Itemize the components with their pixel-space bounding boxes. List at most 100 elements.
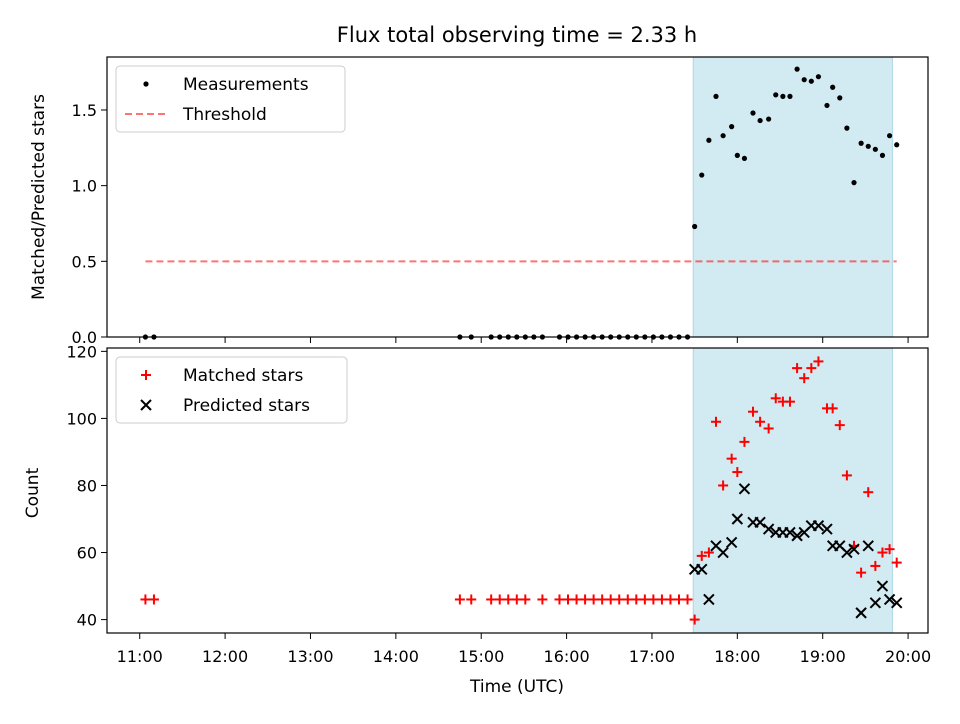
matched-star-point (494, 594, 505, 605)
measurement-point (844, 125, 850, 131)
predicted-star-point (703, 593, 715, 606)
measurement-point (830, 84, 836, 90)
measurement-point (808, 78, 814, 84)
matched-star-point (813, 356, 824, 367)
matched-star-point (732, 467, 743, 478)
measurement-point (886, 133, 893, 139)
measurement-point (872, 146, 878, 152)
matched-star-point (784, 396, 795, 407)
legend-entry-label: Matched stars (183, 366, 303, 386)
matched-star-point (689, 614, 700, 625)
y-tick-label: 80 (77, 476, 97, 495)
matched-star-point (614, 594, 625, 605)
matched-star-point (554, 594, 565, 605)
matched-star-point (763, 423, 774, 434)
measurement-point (794, 66, 800, 72)
predicted-star-point (855, 607, 867, 619)
legend-entry-label: Threshold (182, 105, 267, 125)
matched-star-point (454, 594, 465, 605)
predicted-star-point (738, 483, 751, 495)
predicted-marker-b (725, 536, 738, 549)
predicted-star-point (784, 526, 796, 539)
x-axis-label: Time (UTC) (469, 677, 564, 697)
predicted-marker-b (696, 563, 708, 576)
matched-star-point (806, 363, 817, 374)
legend-entry-label: Measurements (183, 75, 309, 95)
predicted-marker-b (862, 540, 874, 552)
observing-window-span (692, 56, 893, 338)
x-tick-label: 13:00 (287, 647, 333, 666)
matched-star-point (673, 594, 684, 605)
y-tick-label: 100 (66, 409, 97, 428)
predicted-marker-b (703, 593, 715, 606)
matched-star-point (656, 594, 667, 605)
measurement-point (815, 74, 822, 80)
measurement-point (750, 110, 756, 116)
matched-star-point (739, 436, 750, 447)
matched-star-point (834, 420, 845, 431)
y-tick-label: 120 (66, 342, 97, 361)
measurement-point (757, 117, 763, 124)
matched-star-point (792, 363, 803, 374)
predicted-marker-b (876, 580, 889, 592)
matched-star-point (622, 594, 633, 605)
matched-star-point (665, 594, 676, 605)
matched-star-point (856, 567, 867, 578)
predicted-marker-b (848, 543, 860, 555)
matched-star-point (877, 547, 888, 558)
predicted-star-point (754, 516, 766, 529)
predicted-star-point (883, 593, 896, 606)
x-tick-label: 19:00 (800, 647, 846, 666)
measurement-point (894, 142, 900, 148)
chart-title: Flux total observing time = 2.33 h (337, 23, 697, 47)
measurement-point (713, 93, 719, 99)
predicted-marker-b (890, 597, 903, 609)
matched-star-point (140, 594, 151, 605)
x-tick-label: 20:00 (885, 647, 931, 666)
matched-star-point (639, 594, 650, 605)
measurement-point (851, 180, 857, 186)
y-tick-label: 1.5 (72, 101, 97, 120)
x-tick-label: 11:00 (117, 647, 163, 666)
predicted-marker-b (717, 546, 729, 559)
observing-window-span (692, 347, 893, 634)
matched-star-point (841, 470, 852, 481)
predicted-star-point (717, 546, 729, 559)
legend-measurement-swatch (143, 81, 149, 87)
plot-frame (106, 56, 929, 338)
measurement-point (766, 116, 772, 122)
matched-star-point (648, 594, 659, 605)
matched-star-point (696, 550, 707, 561)
predicted-marker-b (738, 483, 751, 495)
matched-star-point (486, 594, 497, 605)
predicted-marker-b (754, 516, 766, 529)
measurement-point (729, 124, 735, 130)
measurement-point (865, 143, 871, 149)
matched-star-point (520, 594, 531, 605)
predicted-marker-b (762, 523, 775, 535)
matched-star-point (863, 487, 874, 498)
matched-star-point (703, 547, 714, 558)
predicted-marker-b (710, 540, 722, 552)
y-tick-label: 40 (77, 611, 97, 630)
predicted-star-point (725, 536, 738, 549)
predicted-marker-b (834, 540, 846, 552)
matched-star-point (571, 594, 582, 605)
y-tick-label: 0.0 (72, 328, 97, 347)
y-tick-label: 1.0 (72, 177, 97, 196)
matched-star-point (718, 480, 729, 491)
measurement-point (741, 155, 748, 162)
measurement-point (773, 92, 779, 98)
predicted-star-point (876, 580, 889, 592)
predicted-star-point (848, 543, 860, 555)
bottom-y-axis-label: Count (23, 467, 43, 518)
measurement-point (699, 172, 705, 178)
predicted-star-point (841, 546, 853, 559)
predicted-star-point (862, 540, 874, 552)
legend-predicted-swatch-b (140, 399, 152, 411)
matched-star-point (466, 594, 477, 605)
measurement-point (837, 95, 843, 101)
matched-star-point (537, 594, 548, 605)
predicted-marker-b (855, 607, 867, 619)
